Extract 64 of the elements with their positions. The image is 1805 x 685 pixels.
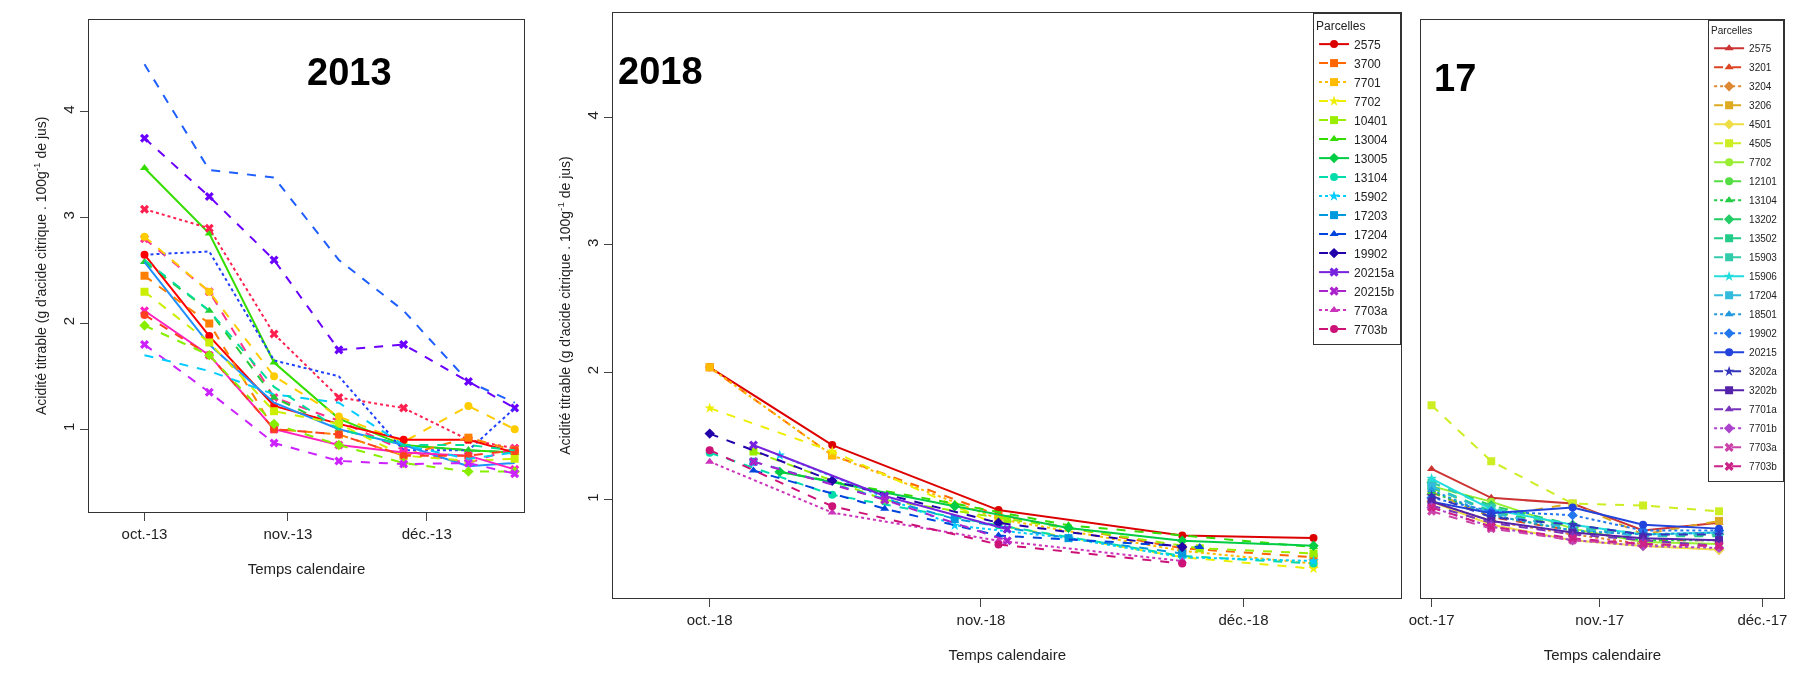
legend-label: 3206 [1749, 100, 1772, 112]
legend-label: 13004 [1354, 132, 1388, 147]
x-tick-label: oct.-17 [1408, 611, 1455, 629]
legend-label: 2575 [1749, 43, 1772, 55]
legend-label: 7702 [1749, 157, 1772, 169]
chart-title: 17 [1434, 57, 1477, 99]
x-tick-label: nov.-13 [263, 524, 313, 542]
y-tick-label: 4 [59, 105, 77, 114]
legend-label: 10401 [1354, 113, 1388, 128]
legend-label: 12101 [1749, 176, 1778, 188]
legend-label: 7701b [1749, 423, 1778, 435]
y-tick-label: 3 [59, 211, 77, 220]
text: 2013 [307, 51, 392, 93]
x-tick-label: nov.-18 [956, 611, 1006, 629]
x-axis-title: Temps calendaire [1543, 646, 1662, 663]
legend-label: 19902 [1749, 328, 1778, 340]
y-tick-label: 2 [59, 317, 77, 326]
legend-label: 3204 [1749, 81, 1772, 93]
legend-label: 7703a [1749, 442, 1778, 454]
legend-label: 7703b [1749, 461, 1778, 473]
legend-label: 3700 [1354, 56, 1382, 71]
legend-label: 4505 [1749, 138, 1772, 150]
legend-label: 17203 [1354, 208, 1388, 223]
legend-label: 15906 [1749, 271, 1778, 283]
y-tick-label: 1 [59, 422, 77, 432]
legend-label: 17204 [1354, 227, 1388, 242]
legend-label: 4501 [1749, 119, 1772, 131]
y-tick-label: 2 [584, 366, 602, 375]
legend-label: 20215 [1749, 347, 1778, 359]
y-tick-label: 1 [584, 493, 602, 502]
legend-label: 13104 [1749, 195, 1778, 207]
legend-title: Parcelles [1316, 18, 1366, 33]
y-tick-label: 3 [584, 238, 602, 247]
legend-label: 13202 [1749, 214, 1778, 226]
legend-label: 13104 [1354, 170, 1388, 185]
x-tick-label: déc.-13 [401, 524, 452, 542]
legend-label: 7702 [1354, 94, 1382, 109]
legend-label: 3202a [1749, 366, 1778, 378]
legend-label: 13502 [1749, 233, 1778, 245]
x-axis-title: Temps calendaire [247, 559, 366, 577]
legend-label: 15902 [1354, 189, 1388, 204]
x-tick-label: oct.-18 [686, 611, 733, 629]
legend-label: 3201 [1749, 62, 1772, 74]
legend-label: 7703b [1354, 322, 1388, 337]
legend-label: 2575 [1354, 37, 1382, 52]
legend-label: 3202b [1749, 385, 1778, 397]
legend-label: 7703a [1354, 303, 1388, 318]
legend-label: 18501 [1749, 309, 1778, 321]
legend-label: 17204 [1749, 290, 1778, 302]
legend-label: 15903 [1749, 252, 1778, 264]
legend-title: Parcelles [1711, 24, 1753, 36]
legend-label: 7701a [1749, 404, 1778, 416]
x-axis-title: Temps calendaire [948, 646, 1067, 663]
legend-label: 19902 [1354, 246, 1388, 261]
legend-label: 13005 [1354, 151, 1388, 166]
legend-label: 20215b [1354, 284, 1395, 299]
text: 2018 [618, 50, 703, 92]
y-tick-label: 4 [584, 111, 602, 120]
legend-label: 20215a [1354, 265, 1395, 280]
x-tick-label: déc.-17 [1737, 611, 1788, 629]
x-tick-label: nov.-17 [1575, 611, 1625, 629]
x-tick-label: déc.-18 [1218, 611, 1269, 629]
x-tick-label: oct.-13 [121, 524, 168, 542]
legend-label: 7701 [1354, 75, 1382, 90]
